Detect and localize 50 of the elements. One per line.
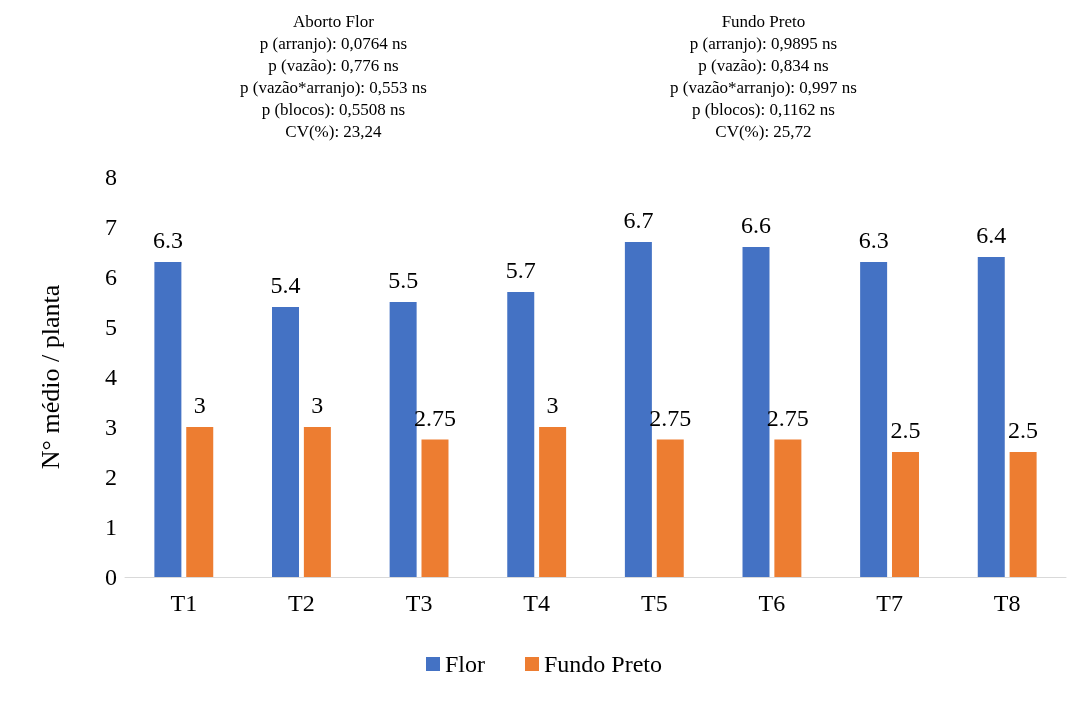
bar	[303, 427, 331, 577]
bar	[421, 439, 449, 577]
bar	[539, 427, 567, 577]
data-label: 3	[193, 392, 206, 418]
data-label: 6.6	[741, 212, 772, 238]
x-tick-label: T5	[640, 590, 668, 616]
y-axis-title: N° médio / planta	[35, 284, 65, 470]
y-tick-label: 2	[105, 464, 117, 490]
bar	[186, 427, 214, 577]
bar	[774, 439, 802, 577]
data-label: 5.5	[388, 267, 419, 293]
legend-label: Flor	[444, 651, 486, 677]
y-tick-label: 8	[105, 164, 117, 190]
x-tick-label: T6	[758, 590, 786, 616]
bar	[624, 242, 652, 577]
x-tick-label: T3	[405, 590, 433, 616]
bar	[860, 262, 888, 577]
bar	[507, 292, 535, 577]
text: Aborto Flor p (arranjo): 0,0764 ns p (vazão): 0,776 ns p (vazão*arranjo): 0,553 ns p (blocos): 0,5508 ns CV(%): 23,24	[240, 11, 427, 141]
bar	[272, 307, 300, 577]
bar	[1009, 452, 1037, 577]
y-tick-label: 7	[105, 214, 117, 240]
data-label: 6.7	[623, 207, 654, 233]
data-label: 6.3	[152, 227, 183, 253]
bar	[389, 302, 417, 577]
y-tick-label: 0	[105, 564, 117, 590]
y-tick-label: 4	[105, 364, 117, 390]
data-label: 5.7	[505, 257, 536, 283]
y-tick-label: 5	[105, 314, 117, 340]
data-label: 3	[546, 392, 559, 418]
data-label: 6.3	[858, 227, 889, 253]
bar	[891, 452, 919, 577]
y-tick-label: 1	[105, 514, 117, 540]
y-tick-label: 3	[105, 414, 117, 440]
text: Fundo Preto p (arranjo): 0,9895 ns p (vazão): 0,834 ns p (vazão*arranjo): 0,997 ns p (blocos): 0,1162 ns CV(%): 25,72	[670, 11, 857, 141]
data-label: 5.4	[270, 272, 301, 298]
bar	[977, 257, 1005, 577]
bar	[656, 439, 684, 577]
x-tick-label: T2	[288, 590, 315, 616]
data-label: 2.5	[1008, 417, 1039, 443]
x-tick-label: T8	[993, 590, 1021, 616]
legend-label: Fundo Preto	[544, 651, 663, 677]
x-tick-label: T4	[523, 590, 551, 616]
data-label: 3	[311, 392, 324, 418]
x-tick-label: T1	[170, 590, 198, 616]
y-tick-label: 6	[105, 264, 117, 290]
bar	[154, 262, 182, 577]
x-tick-label: T7	[876, 590, 903, 616]
data-label: 2.5	[890, 417, 921, 443]
data-label: 6.4	[976, 222, 1007, 248]
